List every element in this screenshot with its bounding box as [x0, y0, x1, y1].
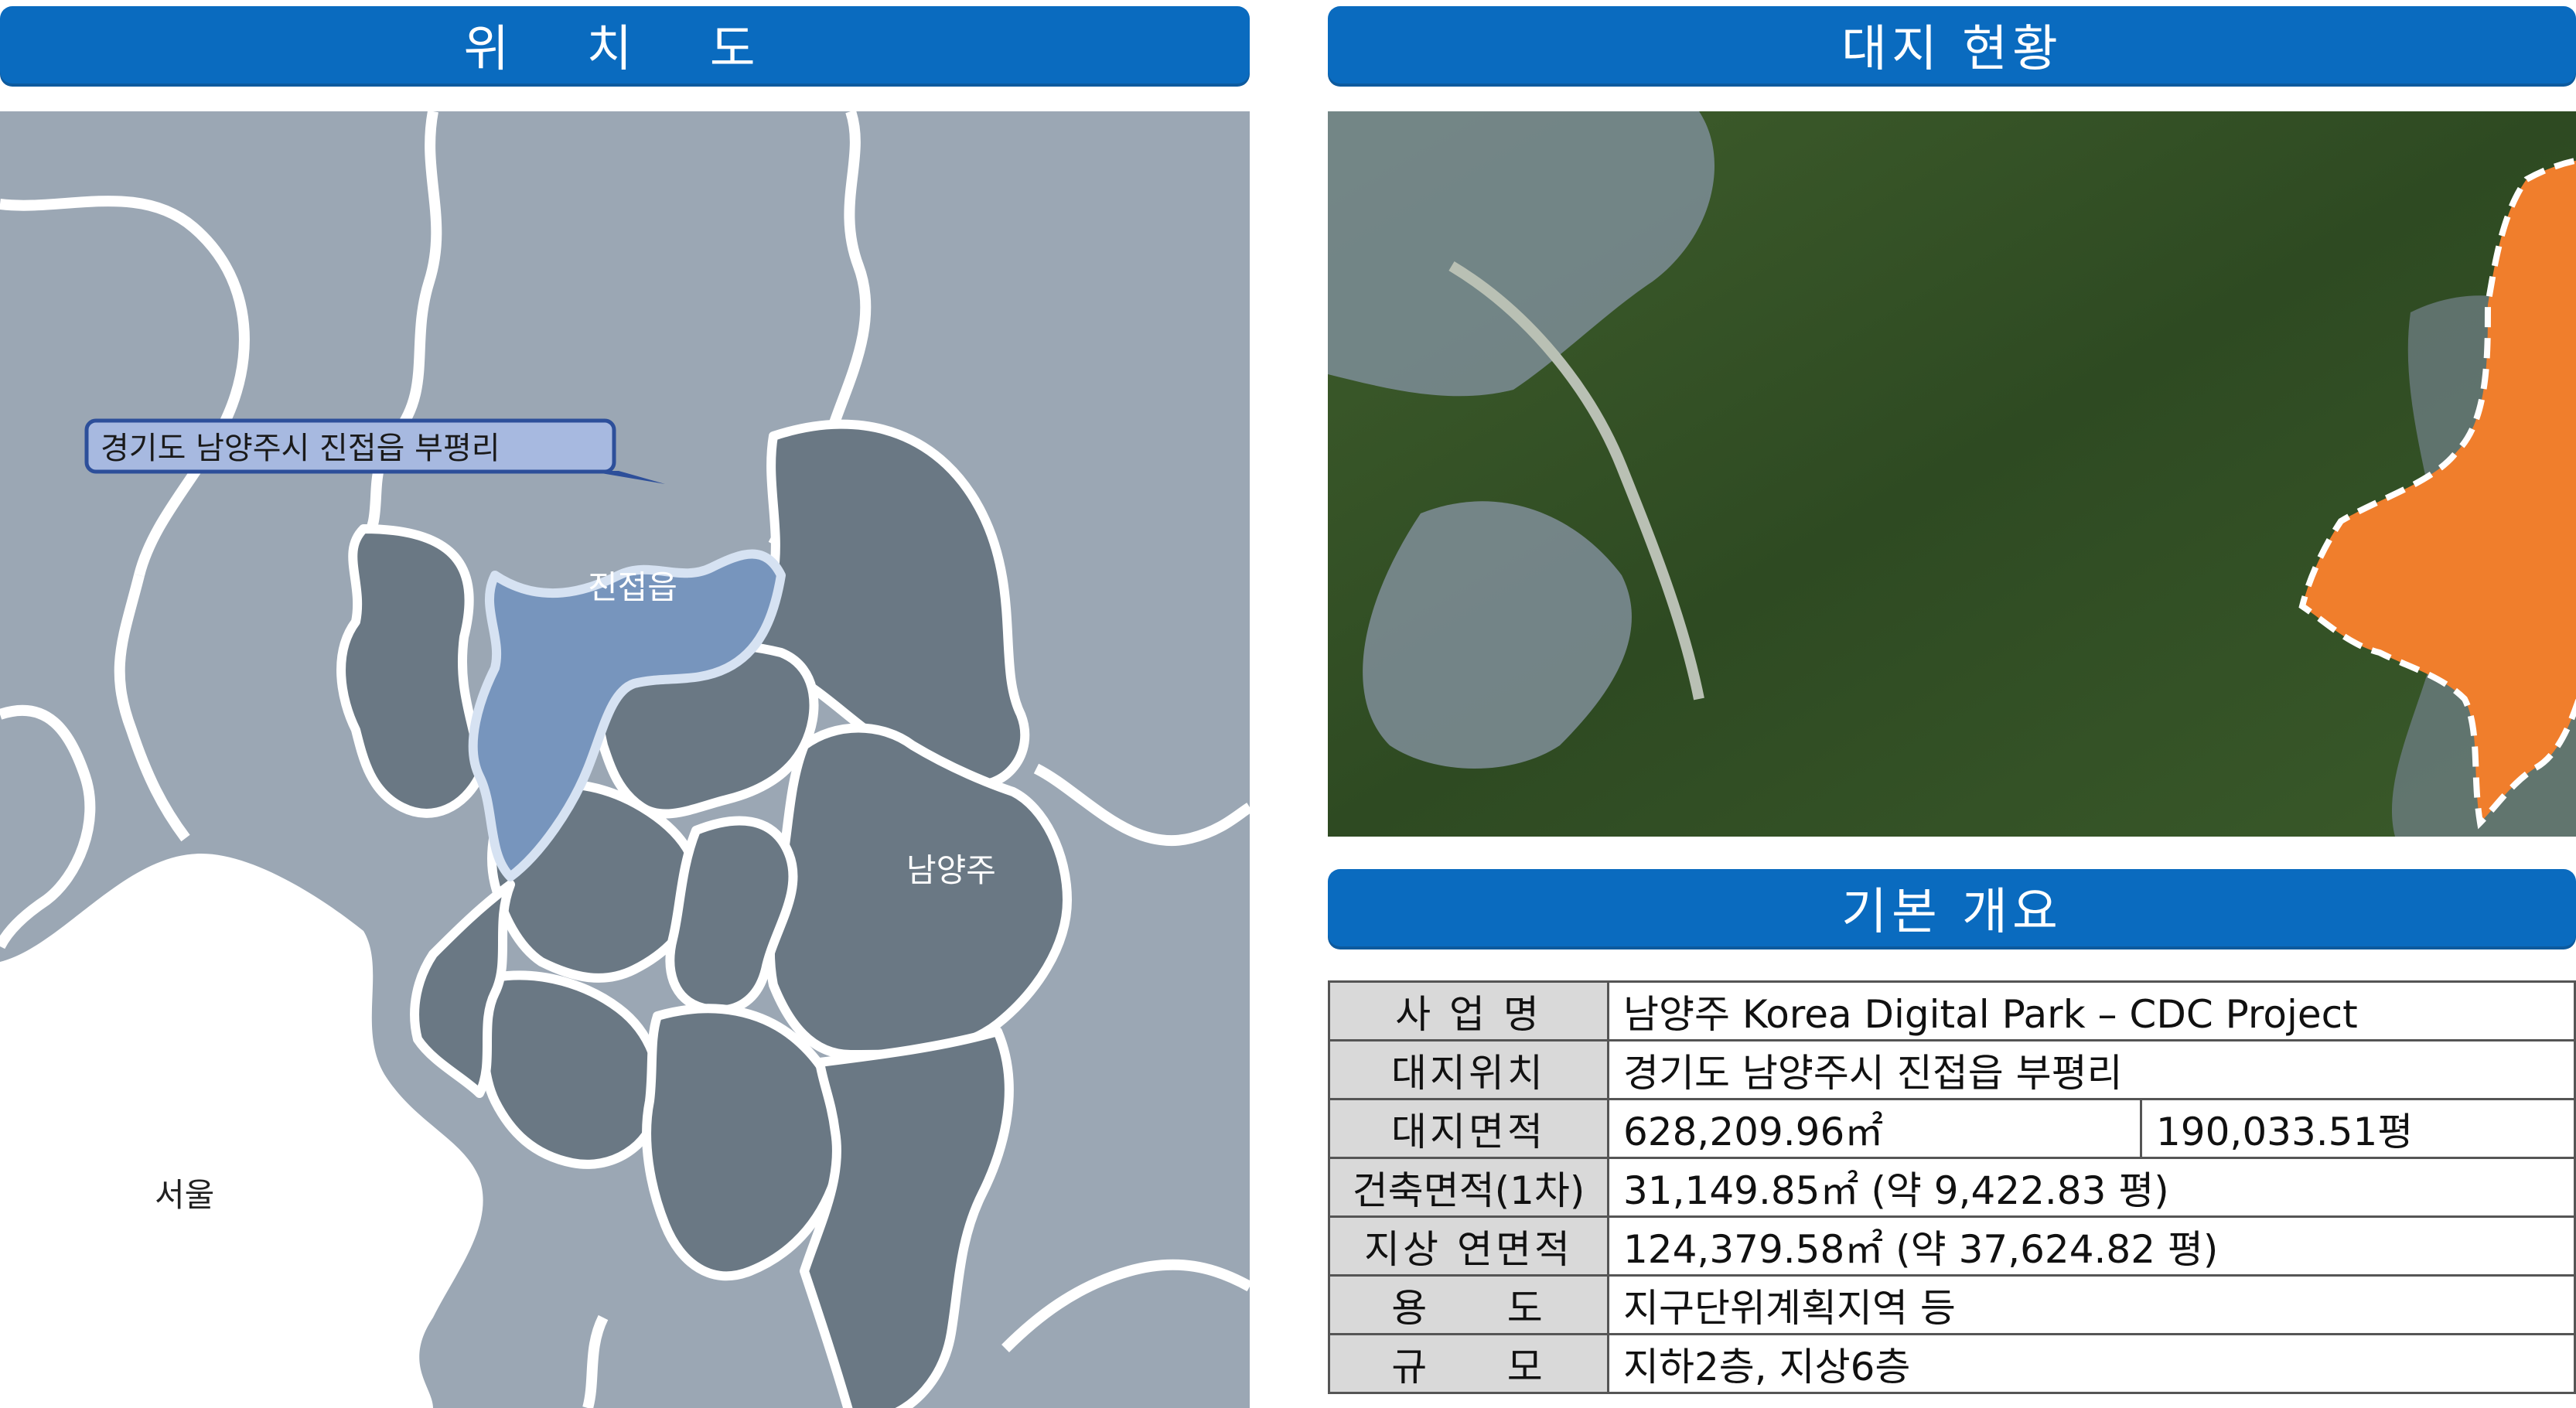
namyangju-districts [336, 419, 1072, 1408]
map-svg: 경기도 남양주시 진접읍 부평리 진접읍 남양주 서울 [0, 111, 1250, 1408]
row-label: 지상 연면적 [1328, 1215, 1609, 1277]
row-label: 규 모 [1328, 1333, 1609, 1394]
location-callout: 경기도 남양주시 진접읍 부평리 [84, 418, 665, 484]
row-label: 용 도 [1328, 1274, 1609, 1335]
table-row: 용 도 지구단위계획지역 등 [1328, 1274, 2576, 1335]
row-value: 지하2층, 지상6층 [1607, 1333, 2576, 1394]
district-west [336, 524, 484, 818]
callout-text: 경기도 남양주시 진접읍 부평리 [101, 431, 500, 466]
urban-area-south [1363, 501, 1632, 769]
row-value: 지구단위계획지역 등 [1607, 1274, 2576, 1335]
row-label: 사 업 명 [1328, 980, 1609, 1042]
row-value: 31,149.85㎡ (약 9,422.83 평) [1607, 1157, 2576, 1218]
row-value: 124,379.58㎡ (약 37,624.82 평) [1607, 1215, 2576, 1277]
seoul-area [0, 854, 483, 1408]
table-row: 지상 연면적 124,379.58㎡ (약 37,624.82 평) [1328, 1215, 2576, 1277]
district-jinjeop-highlight [468, 549, 786, 881]
project-site-boundary [2298, 157, 2576, 830]
location-map-header: 위 치 도 [0, 6, 1250, 84]
district-south [642, 1004, 848, 1281]
district-south-west [479, 970, 664, 1169]
row-value-secondary: 190,033.51평 [2140, 1098, 2576, 1159]
row-label: 건축면적(1차) [1328, 1157, 1609, 1218]
row-label: 대지면적 [1328, 1098, 1609, 1159]
table-row: 대지면적 628,209.96㎡ 190,033.51평 [1328, 1098, 2576, 1159]
aerial-svg [1328, 111, 2576, 837]
urban-area-north [1328, 111, 1714, 397]
row-value: 남양주 Korea Digital Park – CDC Project [1607, 980, 2576, 1042]
district-far-west [410, 880, 515, 1098]
overview-header: 기본 개요 [1328, 869, 2576, 946]
table-row: 대지위치 경기도 남양주시 진접읍 부평리 [1328, 1039, 2576, 1100]
road [1448, 261, 1704, 701]
district-south-east [800, 1027, 1014, 1408]
jinjeop-label: 진접읍 [588, 568, 677, 606]
seoul-label: 서울 [155, 1176, 214, 1214]
site-status-header: 대지 현황 [1328, 6, 2576, 84]
row-value: 628,209.96㎡ [1607, 1098, 2142, 1159]
row-value: 경기도 남양주시 진접읍 부평리 [1607, 1039, 2576, 1100]
aerial-site-photo [1328, 111, 2576, 837]
location-map: 경기도 남양주시 진접읍 부평리 진접읍 남양주 서울 [0, 111, 1250, 1408]
table-row: 건축면적(1차) 31,149.85㎡ (약 9,422.83 평) [1328, 1157, 2576, 1218]
table-row: 규 모 지하2층, 지상6층 [1328, 1333, 2576, 1394]
district-center-east [665, 816, 798, 1015]
row-label: 대지위치 [1328, 1039, 1609, 1100]
namyangju-label: 남양주 [906, 851, 996, 889]
table-row: 사 업 명 남양주 Korea Digital Park – CDC Proje… [1328, 980, 2576, 1042]
overview-table: 사 업 명 남양주 Korea Digital Park – CDC Proje… [1328, 980, 2576, 1394]
callout-box [84, 418, 616, 474]
